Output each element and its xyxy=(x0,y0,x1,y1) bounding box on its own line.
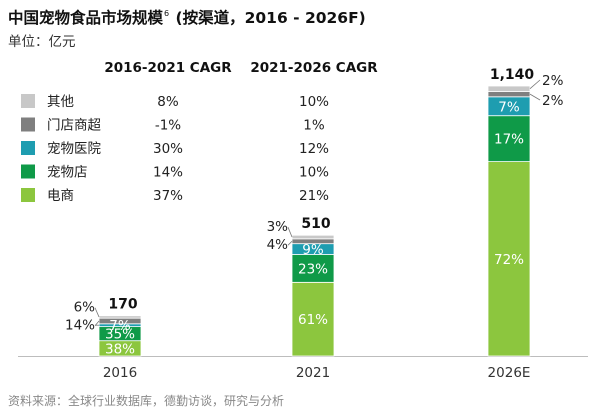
legend-label: 电商 xyxy=(47,188,74,204)
legend-swatch xyxy=(21,94,35,108)
data-label: 17% xyxy=(494,132,524,148)
bar-segment xyxy=(487,91,531,98)
data-label: 14% xyxy=(65,318,95,334)
leader-line xyxy=(529,93,541,101)
x-tick-label: 2016 xyxy=(103,365,137,381)
leader-line xyxy=(529,79,541,90)
chart-title: 中国宠物食品市场规模6 (按渠道，2016 - 2026F) xyxy=(8,6,366,28)
data-label: 35% xyxy=(105,327,135,343)
chart-title-suffix: (按渠道，2016 - 2026F) xyxy=(170,9,366,27)
cagr-2021-2026-value: 10% xyxy=(299,94,329,110)
data-label: 9% xyxy=(302,242,324,258)
cagr-2016-2021-value: 30% xyxy=(153,141,183,157)
legend-label: 宠物店 xyxy=(47,165,88,181)
data-label: 72% xyxy=(494,252,524,268)
unit-label: 单位：亿元 xyxy=(8,34,76,50)
cagr-2016-2021-value: 37% xyxy=(153,188,183,204)
data-label: 38% xyxy=(105,341,135,357)
x-tick-label: 2026E xyxy=(488,365,531,381)
legend-swatch xyxy=(21,188,35,202)
bar-segment xyxy=(487,115,531,162)
x-tick-label: 2021 xyxy=(296,365,330,381)
cagr-header-1: 2016-2021 CAGR xyxy=(104,60,232,76)
source-note: 资料来源：全球行业数据库，德勤访谈，研究与分析 xyxy=(8,394,285,408)
stacked-bar-chart: 2016-2021 CAGR 2021-2026 CAGR 其他 8% 10% 门店商超 -… xyxy=(18,60,588,381)
legend-swatch xyxy=(21,164,35,179)
bar-segment xyxy=(291,234,335,240)
data-label: 61% xyxy=(298,312,328,328)
data-label: 2% xyxy=(542,73,564,89)
legend-swatch xyxy=(21,117,35,132)
cagr-header-2: 2021-2026 CAGR xyxy=(250,60,378,76)
cagr-2021-2026-value: 21% xyxy=(299,188,329,204)
legend-swatch xyxy=(21,141,35,155)
leader-line xyxy=(287,240,293,246)
total-label: 170 xyxy=(108,297,137,313)
bar-segment xyxy=(487,85,531,92)
data-label: 7% xyxy=(109,318,131,334)
cagr-2016-2021-value: 14% xyxy=(153,165,183,181)
leader-line xyxy=(287,227,293,238)
data-label: 2% xyxy=(542,93,564,109)
legend-label: 其他 xyxy=(47,94,74,110)
data-label: 3% xyxy=(267,219,289,235)
legend-label: 门店商超 xyxy=(47,118,101,134)
chart-title-text: 中国宠物食品市场规模 xyxy=(8,9,164,27)
bar-segment xyxy=(487,161,531,357)
total-label: 510 xyxy=(301,216,330,232)
bar-segment xyxy=(291,281,335,357)
bar-segment xyxy=(291,254,335,283)
cagr-2021-2026-value: 12% xyxy=(299,141,329,157)
data-label: 7% xyxy=(498,99,520,115)
total-label: 1,140 xyxy=(490,67,535,83)
data-label: 4% xyxy=(267,237,289,253)
legend-label: 宠物医院 xyxy=(47,141,101,157)
data-label: 6% xyxy=(74,300,96,316)
cagr-2016-2021-value: -1% xyxy=(155,118,181,134)
leader-line xyxy=(94,307,100,318)
data-label: 23% xyxy=(298,261,328,277)
cagr-2016-2021-value: 8% xyxy=(157,94,179,110)
cagr-2021-2026-value: 1% xyxy=(303,118,325,134)
cagr-2021-2026-value: 10% xyxy=(299,165,329,181)
title-footnote-mark: 6 xyxy=(164,9,170,18)
